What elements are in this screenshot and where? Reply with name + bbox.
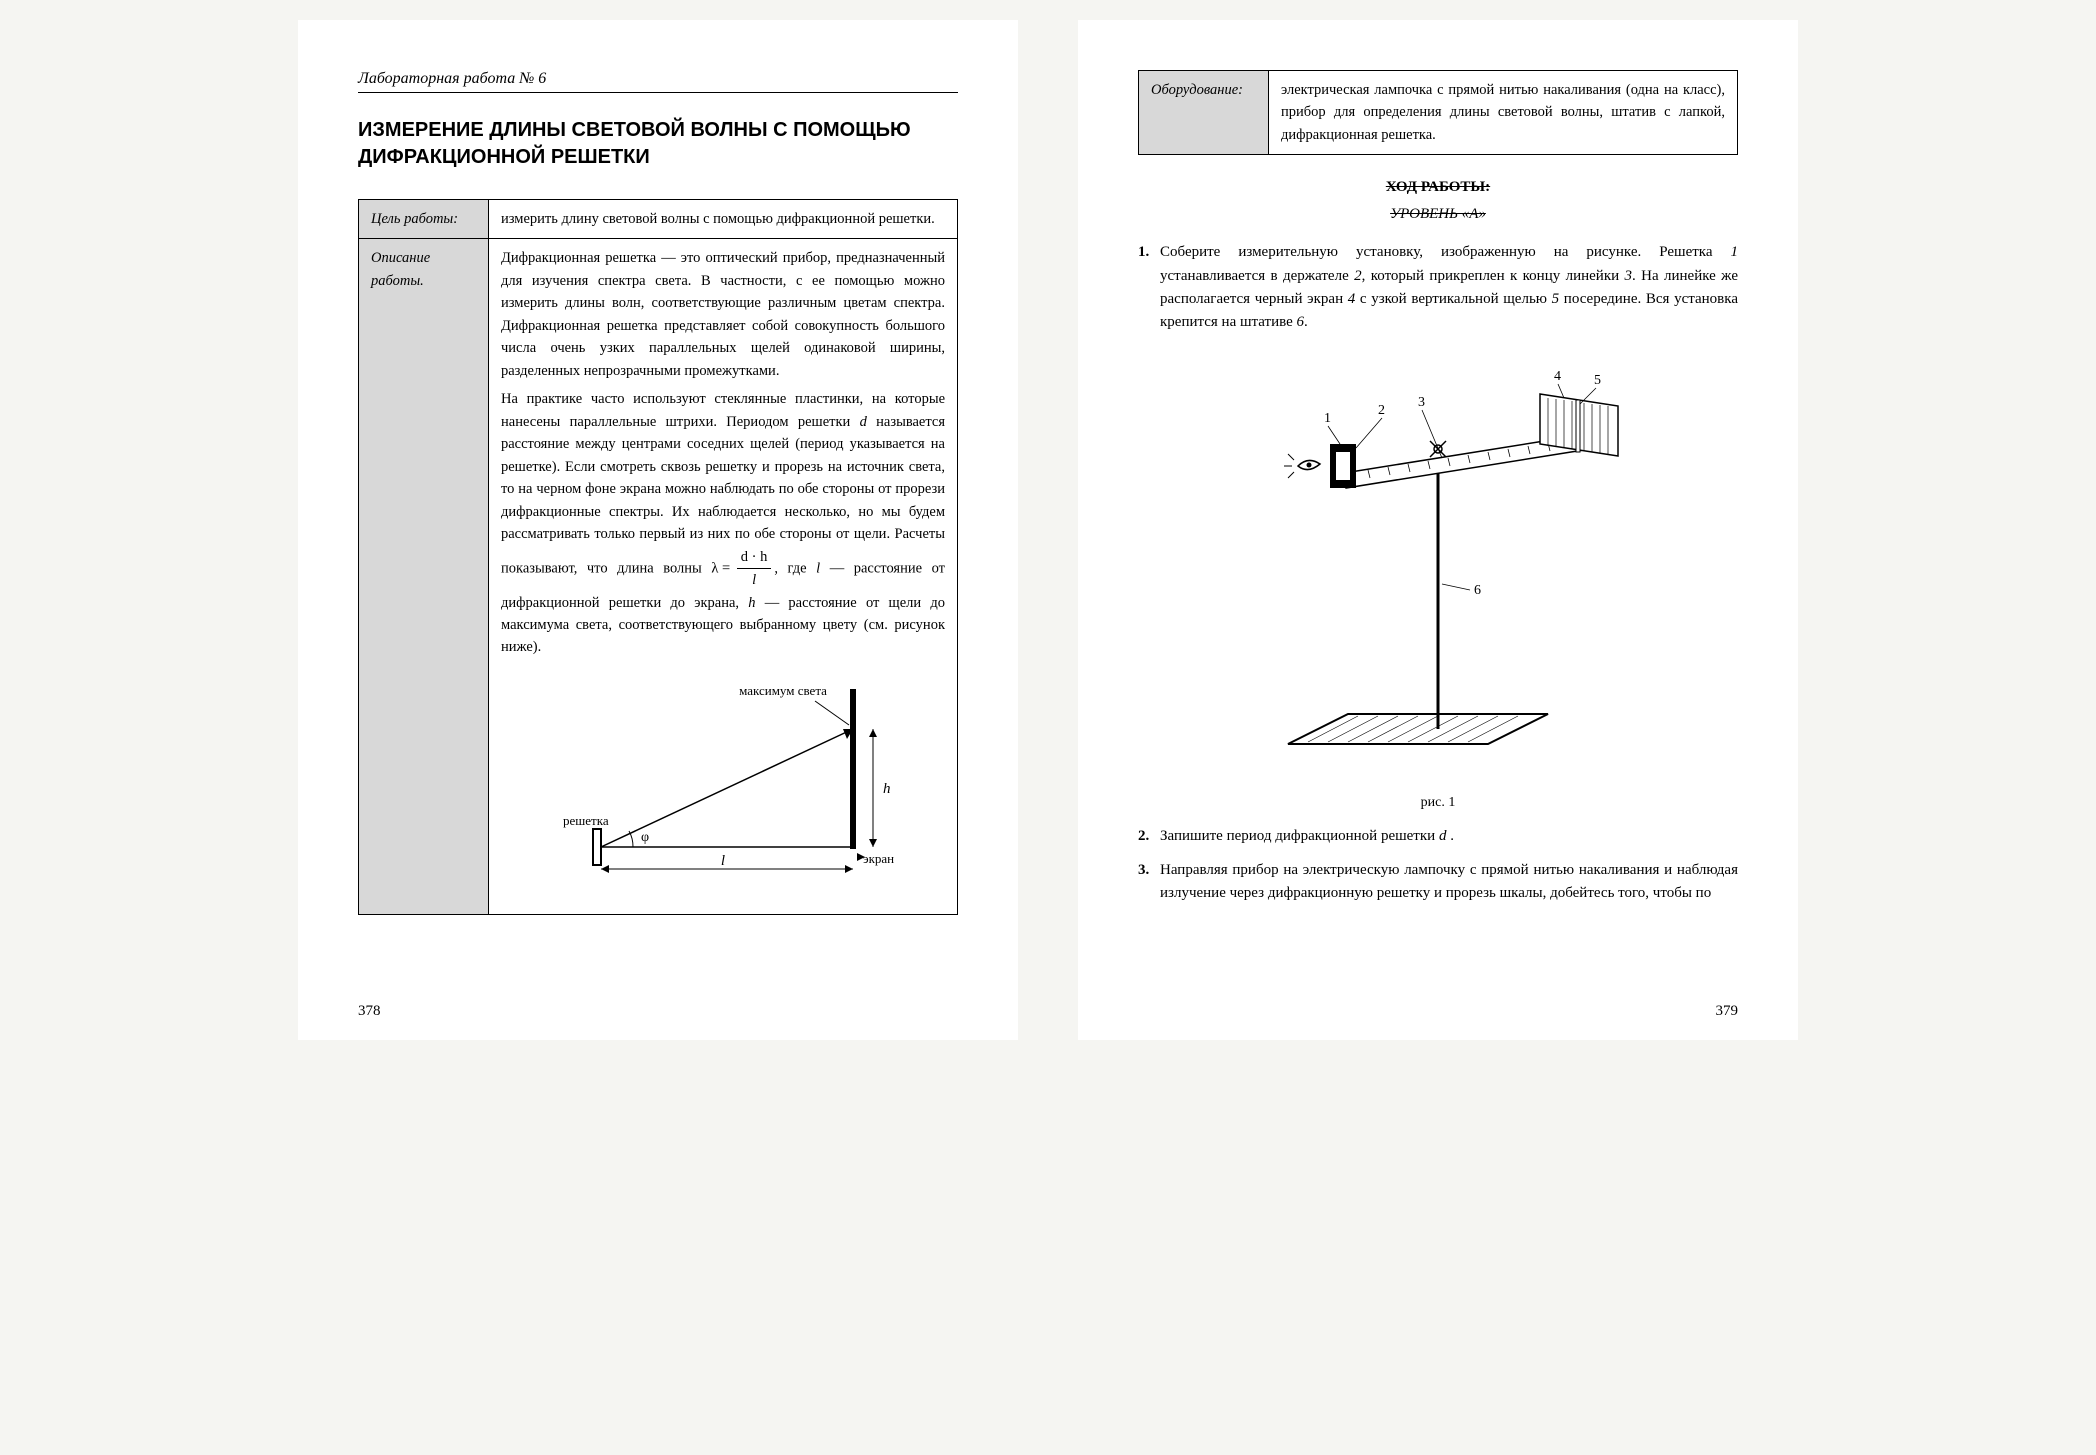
var-d: d bbox=[860, 414, 867, 430]
l-label: l bbox=[721, 853, 725, 869]
figure-caption: рис. 1 bbox=[1138, 795, 1738, 811]
description-label: Описание работы. bbox=[359, 239, 489, 915]
lab-header: Лабораторная работа № 6 bbox=[358, 70, 958, 93]
step-number: 3. bbox=[1138, 859, 1160, 906]
goal-text: измерить длину световой волны с помощью … bbox=[489, 200, 958, 239]
step-number: 2. bbox=[1138, 825, 1160, 848]
step-1: 1. Соберите измерительную установку, изо… bbox=[1138, 241, 1738, 334]
text-span: с узкой вертикальной щелью bbox=[1355, 291, 1551, 307]
text-span: Соберите измерительную установку, изобра… bbox=[1160, 244, 1731, 260]
apparatus-figure: 1 2 3 4 5 6 bbox=[1138, 344, 1738, 789]
grating-label: решетка bbox=[563, 813, 609, 828]
table-row: Оборудование: электрическая лампочка с п… bbox=[1139, 71, 1738, 155]
equipment-label: Оборудование: bbox=[1139, 71, 1269, 155]
info-table: Цель работы: измерить длину световой вол… bbox=[358, 199, 958, 915]
procedure-heading: ХОД РАБОТЫ: bbox=[1138, 179, 1738, 196]
text-span: , который прикреплен к концу линейки bbox=[1362, 268, 1625, 284]
step-text: Соберите измерительную установку, изобра… bbox=[1160, 241, 1738, 334]
ref-num: 2 bbox=[1354, 268, 1362, 284]
fraction: d · h l bbox=[737, 546, 772, 592]
equipment-text: электрическая лампочка с прямой нитью на… bbox=[1269, 71, 1738, 155]
ref-num: 3 bbox=[1625, 268, 1633, 284]
formula-left: λ = bbox=[711, 560, 733, 576]
formula: λ = d · h l bbox=[711, 546, 774, 592]
page-left: Лабораторная работа № 6 ИЗМЕРЕНИЕ ДЛИНЫ … bbox=[298, 20, 1018, 1040]
equipment-table: Оборудование: электрическая лампочка с п… bbox=[1138, 70, 1738, 155]
h-label: h bbox=[883, 781, 891, 797]
var-h: h bbox=[748, 595, 755, 611]
text-span: . bbox=[1446, 828, 1454, 844]
step-number: 1. bbox=[1138, 241, 1160, 334]
text-span: . bbox=[1304, 314, 1308, 330]
page-right: Оборудование: электрическая лампочка с п… bbox=[1078, 20, 1798, 1040]
step-text: Направляя прибор на электрическую лампоч… bbox=[1160, 859, 1738, 906]
level-heading: УРОВЕНЬ «А» bbox=[1138, 206, 1738, 223]
fig-label-6: 6 bbox=[1474, 583, 1481, 598]
optics-diagram: l φ h максимум света bbox=[501, 659, 945, 906]
page-number: 379 bbox=[1716, 1003, 1739, 1020]
page-number: 378 bbox=[358, 1003, 381, 1020]
max-label-1: максимум света bbox=[739, 683, 827, 698]
text-span: , где bbox=[774, 560, 816, 576]
main-title: ИЗМЕРЕНИЕ ДЛИНЫ СВЕТОВОЙ ВОЛНЫ С ПОМОЩЬЮ… bbox=[358, 117, 958, 171]
para: Дифракционная решетка — это оптический п… bbox=[501, 247, 945, 382]
goal-label: Цель работы: bbox=[359, 200, 489, 239]
fig-label-4: 4 bbox=[1554, 369, 1561, 384]
para: На практике часто используют стеклянные … bbox=[501, 388, 945, 659]
screen-label: экран bbox=[863, 851, 894, 866]
ref-num: 1 bbox=[1731, 244, 1739, 260]
numerator: d · h bbox=[737, 546, 772, 569]
text-span: Запишите период дифракционной решетки bbox=[1160, 828, 1439, 844]
denominator: l bbox=[752, 572, 756, 588]
fig-label-2: 2 bbox=[1378, 403, 1385, 418]
step-3: 3. Направляя прибор на электрическую лам… bbox=[1138, 859, 1738, 906]
fig-label-3: 3 bbox=[1418, 395, 1425, 410]
fig-label-5: 5 bbox=[1594, 373, 1601, 388]
step-text: Запишите период дифракционной решетки d … bbox=[1160, 825, 1738, 848]
table-row: Цель работы: измерить длину световой вол… bbox=[359, 200, 958, 239]
fig-label-1: 1 bbox=[1324, 411, 1331, 426]
step-2: 2. Запишите период дифракционной решетки… bbox=[1138, 825, 1738, 848]
table-row: Описание работы. Дифракционная решетка —… bbox=[359, 239, 958, 915]
phi-label: φ bbox=[641, 830, 649, 845]
text-span: устанавливается в держателе bbox=[1160, 268, 1354, 284]
ref-num: 6 bbox=[1297, 314, 1305, 330]
description-text: Дифракционная решетка — это оптический п… bbox=[489, 239, 958, 915]
